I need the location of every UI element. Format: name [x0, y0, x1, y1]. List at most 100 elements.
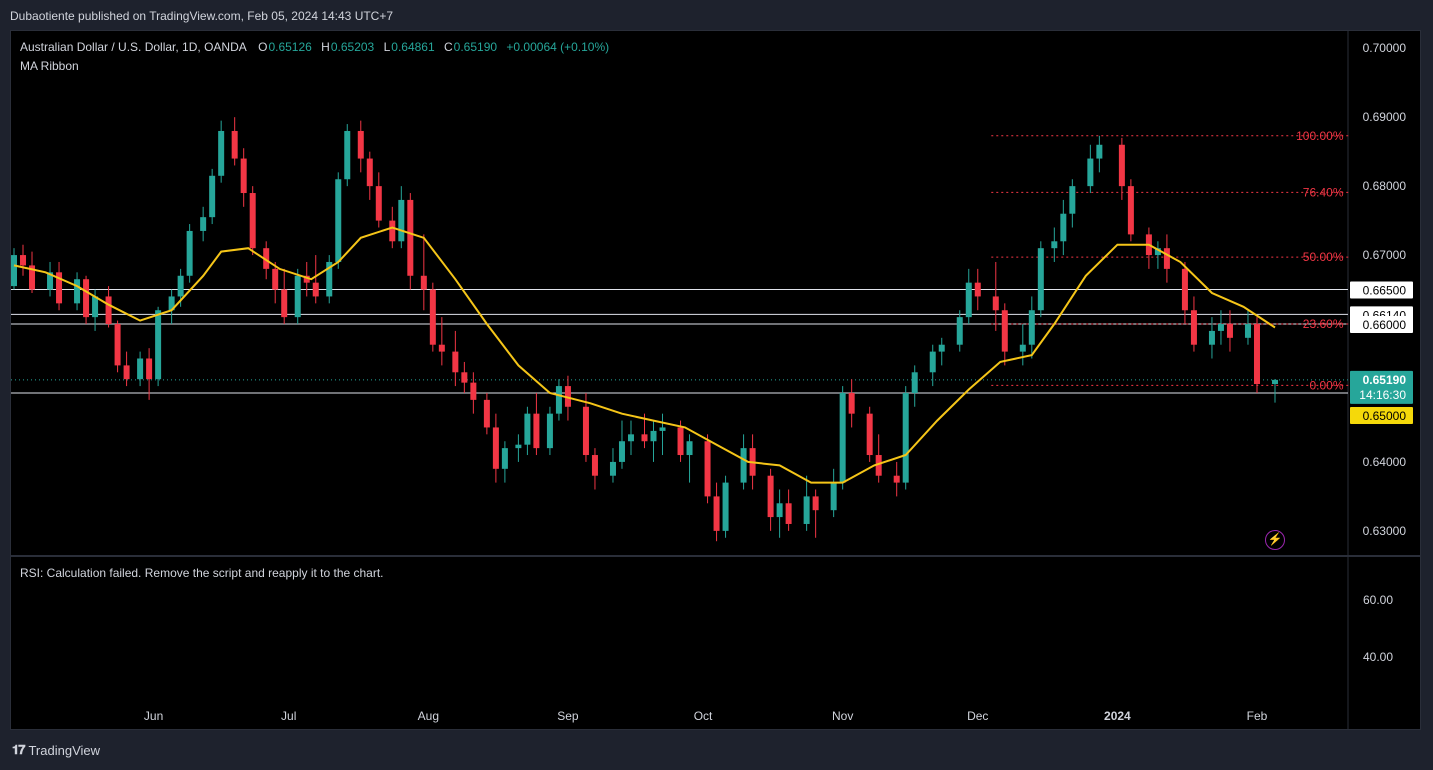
- candle: [11, 248, 17, 290]
- candle: [956, 310, 963, 352]
- close-label: C: [444, 40, 453, 54]
- candle: [1127, 179, 1134, 242]
- candle: [992, 261, 999, 331]
- candle: [492, 413, 499, 483]
- candle: [200, 206, 207, 242]
- candle-body: [785, 503, 792, 524]
- candle-body: [902, 392, 909, 483]
- fibonacci-retracement[interactable]: 100.00% 76.40% 50.00% 23.60% 0.00%: [991, 129, 1349, 393]
- candle-body: [263, 248, 270, 269]
- candle-body: [830, 482, 837, 511]
- candle-body: [722, 482, 729, 531]
- candle-body: [47, 272, 54, 290]
- low-label: L: [383, 40, 391, 54]
- candle: [974, 268, 981, 311]
- candle-body: [1181, 268, 1188, 311]
- candle-body: [1118, 144, 1125, 187]
- candle: [137, 351, 144, 387]
- footer-branding: 𝟏𝟕 TradingView: [12, 742, 100, 758]
- candle: [452, 330, 459, 387]
- candle: [965, 268, 972, 325]
- candle-body: [146, 358, 153, 380]
- candle: [533, 392, 540, 456]
- candle: [1037, 241, 1044, 318]
- candle: [47, 261, 54, 297]
- candle-body: [168, 296, 175, 311]
- candle: [303, 261, 310, 297]
- candle-body: [389, 220, 396, 242]
- fib-label: 50.00%: [1303, 250, 1344, 264]
- candle: [546, 406, 553, 456]
- candle-body: [461, 372, 468, 383]
- chart-legend: Australian Dollar / U.S. Dollar, 1D, OAN…: [20, 40, 615, 54]
- candlesticks[interactable]: [11, 117, 1278, 542]
- candle-body: [992, 296, 999, 311]
- candle-body: [231, 130, 238, 159]
- candle-body: [812, 496, 819, 511]
- candle-body: [1217, 324, 1224, 331]
- candle-body: [1060, 213, 1067, 242]
- candle-body: [1163, 248, 1170, 269]
- candle: [483, 392, 490, 435]
- candle-body: [483, 399, 490, 428]
- candle: [218, 120, 225, 183]
- candle: [83, 275, 90, 325]
- price-tick-label: 0.68000: [1363, 179, 1407, 193]
- price-tick-label: 0.63000: [1363, 524, 1407, 538]
- candle: [812, 489, 819, 538]
- candle-body: [326, 261, 333, 297]
- candle-body: [29, 265, 36, 290]
- candle: [501, 441, 508, 483]
- candle-body: [249, 193, 256, 249]
- candle: [29, 251, 36, 293]
- time-tick-label: Sep: [557, 709, 579, 723]
- time-axis[interactable]: Jun Jul Aug Sep Oct Nov Dec 2024 Feb: [144, 709, 1268, 723]
- low-value: 0.64861: [391, 40, 435, 54]
- candle: [785, 489, 792, 531]
- tradingview-logo-icon: 𝟏𝟕: [12, 742, 26, 757]
- candle-body: [911, 372, 918, 393]
- candle: [357, 120, 364, 173]
- candle: [461, 361, 468, 393]
- candle-body: [209, 175, 216, 218]
- candle: [335, 172, 342, 269]
- candle-body: [1272, 379, 1278, 385]
- price-tick-label: 0.70000: [1363, 41, 1407, 55]
- candle-body: [452, 351, 459, 373]
- candle-body: [1037, 248, 1044, 311]
- candle: [848, 379, 855, 428]
- candle: [1217, 310, 1224, 345]
- level-badge: [1350, 316, 1413, 334]
- rsi-axis: 60.00 40.00: [1363, 593, 1393, 664]
- candle-body: [555, 386, 562, 414]
- price-axis[interactable]: 0.70000 0.69000 0.68000 0.67000 0.64000 0.630…: [1363, 41, 1407, 538]
- candle-body: [177, 275, 184, 297]
- candle-body: [137, 358, 144, 380]
- candle: [866, 406, 873, 462]
- candle: [375, 172, 382, 228]
- candle: [1244, 310, 1251, 345]
- ma-ribbon-line[interactable]: [13, 226, 1276, 484]
- candle-body: [1051, 241, 1058, 249]
- lightning-icon[interactable]: ⚡: [1265, 530, 1285, 550]
- candle: [429, 282, 436, 352]
- symbol-title: Australian Dollar / U.S. Dollar, 1D, OAN…: [20, 40, 247, 54]
- candle: [555, 379, 562, 421]
- candle: [231, 117, 238, 166]
- candle-body: [11, 255, 17, 287]
- indicator-label[interactable]: MA Ribbon: [20, 59, 79, 73]
- candle-body: [123, 365, 130, 380]
- candle-body: [1069, 186, 1076, 214]
- candle-body: [357, 130, 364, 159]
- rsi-tick-label: 60.00: [1363, 593, 1393, 607]
- candle-body: [294, 275, 301, 318]
- candle: [1253, 317, 1260, 393]
- candle: [938, 337, 945, 366]
- horizontal-levels[interactable]: [11, 289, 1348, 394]
- rsi-tick-label: 40.00: [1363, 650, 1393, 664]
- candle-body: [20, 255, 27, 266]
- candle-body: [1244, 324, 1251, 338]
- candle-body: [398, 199, 405, 242]
- candle: [105, 286, 112, 328]
